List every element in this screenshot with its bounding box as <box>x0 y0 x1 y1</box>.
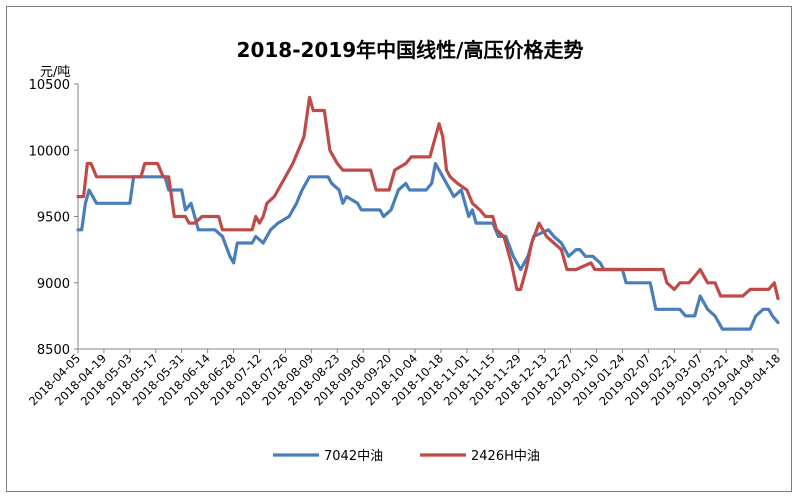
y-tick-label: 10500 <box>29 78 70 93</box>
plot-lines <box>76 95 780 331</box>
series-line-2 <box>76 95 780 301</box>
y-tick-label: 10000 <box>29 144 70 159</box>
y-tick-label: 9000 <box>37 277 70 292</box>
legend: 7042中油 2426H中油 <box>273 449 540 464</box>
y-axis-unit-label: 元/吨 <box>40 65 70 80</box>
legend-label-2: 2426H中油 <box>471 449 540 464</box>
y-tick-label: 9500 <box>37 211 70 226</box>
chart-title: 2018-2019年中国线性/高压价格走势 <box>237 38 584 62</box>
chart-frame <box>6 6 792 492</box>
legend-label-1: 7042中油 <box>324 449 383 464</box>
y-tick-label: 8500 <box>37 343 70 358</box>
series-line-1 <box>76 161 780 331</box>
axes: 85009000950010000105002018-04-052018-04-… <box>26 78 783 408</box>
